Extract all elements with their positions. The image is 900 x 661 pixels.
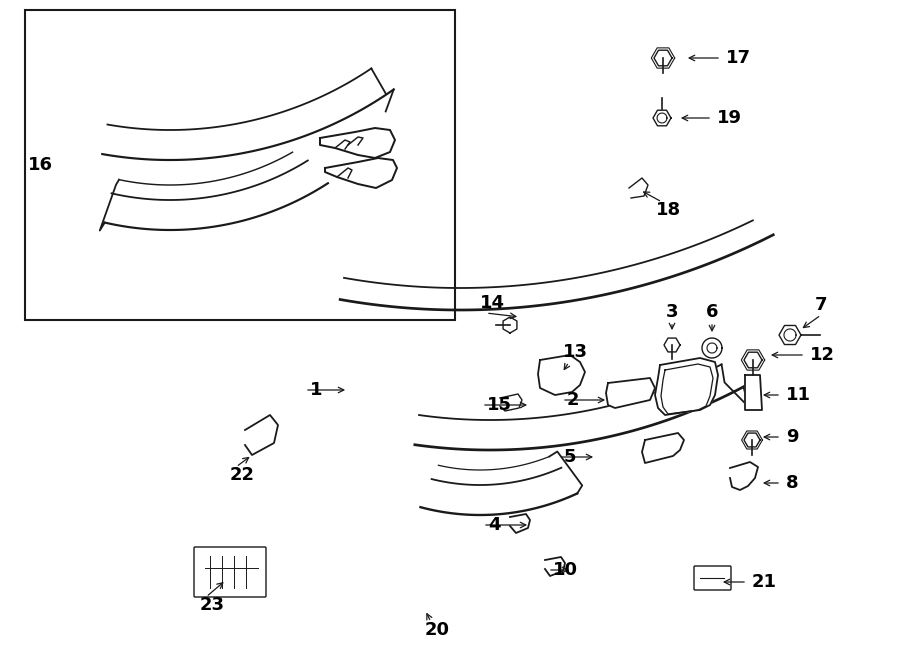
Text: 21: 21 <box>752 573 777 591</box>
Text: 13: 13 <box>563 343 588 361</box>
Polygon shape <box>655 358 718 415</box>
Text: 15: 15 <box>487 396 512 414</box>
Polygon shape <box>245 415 278 455</box>
Text: 12: 12 <box>810 346 835 364</box>
Text: 23: 23 <box>200 596 225 614</box>
Text: 11: 11 <box>786 386 811 404</box>
Text: 14: 14 <box>480 294 505 312</box>
Polygon shape <box>510 514 530 533</box>
Text: 17: 17 <box>726 49 751 67</box>
Text: 7: 7 <box>815 296 827 314</box>
Text: 3: 3 <box>666 303 679 321</box>
Text: 5: 5 <box>564 448 577 466</box>
Text: 22: 22 <box>230 466 255 484</box>
Text: 19: 19 <box>717 109 742 127</box>
Text: 20: 20 <box>425 621 450 639</box>
Text: 16: 16 <box>28 156 53 174</box>
Text: 4: 4 <box>488 516 500 534</box>
Text: 18: 18 <box>656 201 681 219</box>
Text: 6: 6 <box>706 303 718 321</box>
Text: 1: 1 <box>310 381 322 399</box>
Polygon shape <box>730 462 758 490</box>
Polygon shape <box>745 375 762 410</box>
Polygon shape <box>606 378 655 408</box>
Text: 9: 9 <box>786 428 798 446</box>
FancyBboxPatch shape <box>194 547 266 597</box>
Polygon shape <box>629 178 648 198</box>
Text: 8: 8 <box>786 474 798 492</box>
Polygon shape <box>500 394 522 411</box>
Polygon shape <box>538 355 585 395</box>
Polygon shape <box>642 433 684 463</box>
Text: 2: 2 <box>567 391 580 409</box>
Polygon shape <box>545 557 565 576</box>
Text: 10: 10 <box>553 561 578 579</box>
Bar <box>25 10 455 320</box>
FancyBboxPatch shape <box>694 566 731 590</box>
